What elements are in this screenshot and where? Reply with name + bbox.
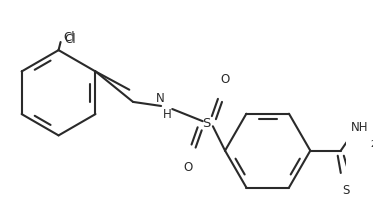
Text: S: S [203,117,211,130]
Text: Cl: Cl [65,33,76,46]
Text: S: S [342,184,350,197]
Text: Cl: Cl [64,31,75,44]
Text: N: N [156,92,165,105]
Text: O: O [184,161,193,174]
Text: H: H [163,108,172,121]
Text: 2: 2 [371,140,373,149]
Text: O: O [220,73,230,86]
Text: NH: NH [351,121,369,134]
